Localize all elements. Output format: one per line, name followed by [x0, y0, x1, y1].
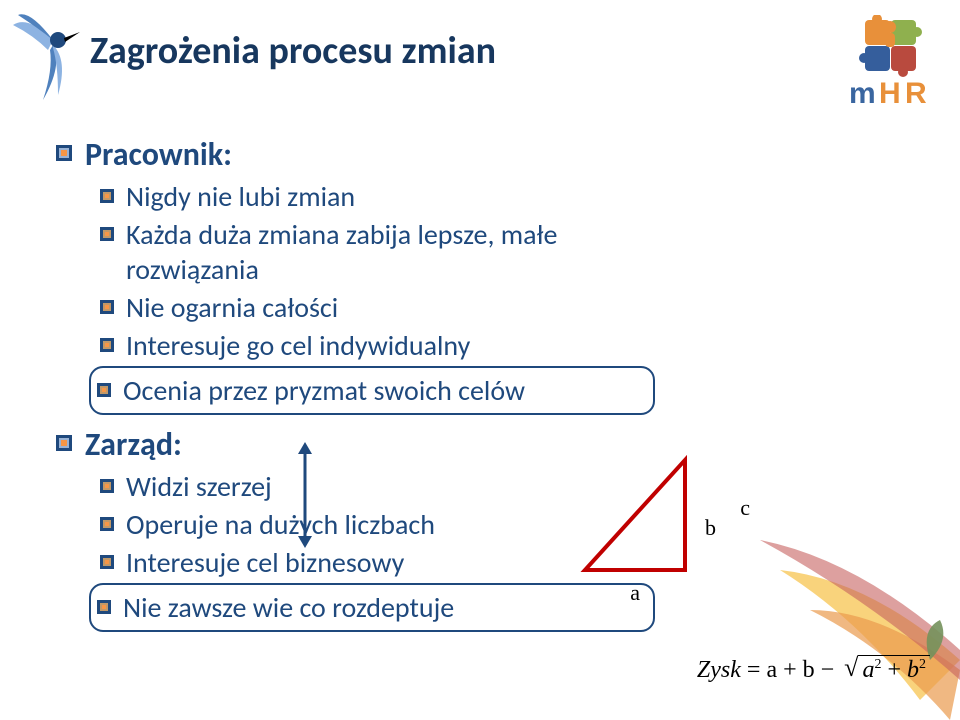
sqrt-icon: √ a2 + b2	[844, 655, 930, 685]
section2-heading-text: Zarząd:	[85, 425, 182, 464]
triangle-label-a: a	[630, 580, 640, 606]
bullet-icon	[100, 300, 114, 314]
list-item: Nie zawsze wie co rozdeptuje	[97, 590, 647, 625]
sqrt-sign: √	[844, 655, 858, 681]
list-item-text: Nie ogarnia całości	[126, 290, 338, 325]
list-item-text: Interesuje go cel indywidualny	[126, 328, 470, 363]
bullet-icon	[55, 434, 73, 452]
bullet-icon	[100, 479, 114, 493]
right-triangle-icon	[575, 450, 695, 580]
bullet-icon	[100, 517, 114, 531]
list-item: Nie ogarnia całości	[100, 290, 655, 325]
section-heading-zarzad: Zarząd:	[55, 425, 655, 464]
bullet-icon	[100, 338, 114, 352]
sqrt-body: a2 + b2	[858, 655, 930, 685]
triangle-label-b: b	[705, 515, 716, 541]
formula-rhs-plain: = a + b −	[741, 657, 840, 684]
list-item: Nigdy nie lubi zmian	[100, 179, 655, 214]
list-item: Interesuje go cel indywidualny	[100, 328, 655, 363]
content-area: Pracownik: Nigdy nie lubi zmian Każda du…	[55, 130, 655, 632]
list-item: Operuje na dużych liczbach	[100, 507, 655, 542]
formula: Zysk = a + b − √ a2 + b2	[697, 655, 930, 685]
highlighted-box-bottom: Nie zawsze wie co rozdeptuje	[89, 583, 655, 632]
list-item-text: Każda duża zmiana zabija lepsze, małe ro…	[126, 217, 655, 287]
bullet-icon	[100, 189, 114, 203]
bullet-icon	[97, 383, 111, 397]
list-item-text: Ocenia przez pryzmat swoich celów	[123, 373, 525, 408]
bidirectional-arrow-icon	[290, 440, 320, 550]
bullet-icon	[55, 144, 73, 162]
section-heading-pracownik: Pracownik:	[55, 135, 655, 174]
hummingbird-logo-icon	[8, 10, 88, 110]
list-item-text: Nie zawsze wie co rozdeptuje	[123, 590, 454, 625]
slide: m H R Zagrożenia procesu zmian Pracownik…	[0, 0, 960, 720]
bullet-icon	[100, 227, 114, 241]
list-item-text: Interesuje cel biznesowy	[126, 545, 404, 580]
bullet-icon	[100, 555, 114, 569]
svg-text:H: H	[879, 77, 901, 110]
triangle-label-c: c	[740, 495, 750, 521]
list-item: Widzi szerzej	[100, 469, 655, 504]
svg-text:R: R	[905, 77, 927, 110]
formula-lhs: Zysk	[697, 657, 741, 684]
list-item-text: Operuje na dużych liczbach	[126, 507, 435, 542]
slide-title: Zagrożenia procesu zmian	[90, 28, 496, 74]
svg-text:m: m	[849, 77, 876, 110]
section1-heading-text: Pracownik:	[85, 135, 232, 174]
list-item: Każda duża zmiana zabija lepsze, małe ro…	[100, 217, 655, 287]
bullet-icon	[97, 600, 111, 614]
list-item: Interesuje cel biznesowy	[100, 545, 655, 580]
mhr-logo-icon: m H R	[835, 15, 945, 115]
list-item: Ocenia przez pryzmat swoich celów	[97, 373, 647, 408]
list-item-text: Widzi szerzej	[126, 469, 272, 504]
list-item-text: Nigdy nie lubi zmian	[126, 179, 355, 214]
highlighted-box-top: Ocenia przez pryzmat swoich celów	[89, 366, 655, 415]
